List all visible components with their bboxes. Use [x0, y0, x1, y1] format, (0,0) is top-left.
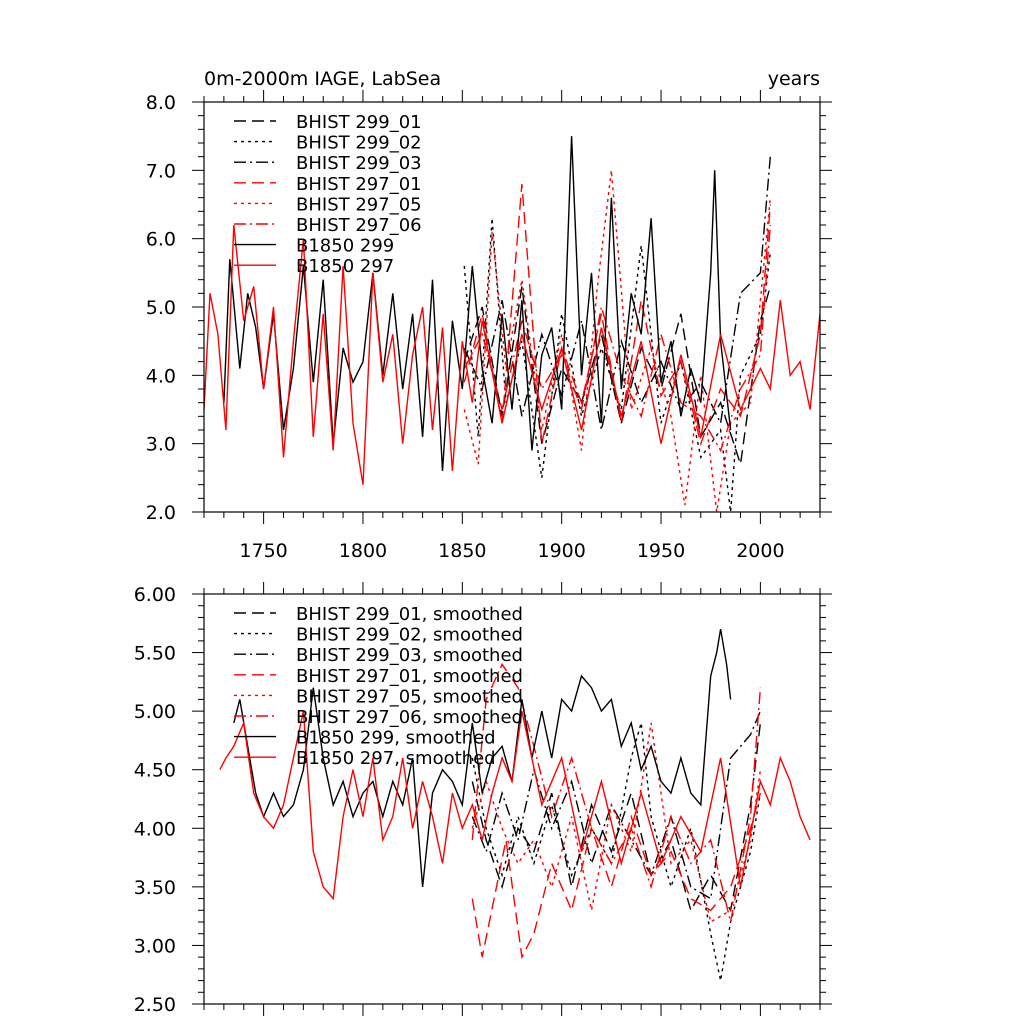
chart2-ytick-label: 4.50: [134, 760, 176, 782]
chart1-legend-label-6: BHIST 297_06: [296, 215, 422, 236]
chart1-xtick-label: 1750: [239, 540, 287, 562]
chart1-ytick-label: 3.0: [146, 434, 176, 456]
chart2-ytick-label: 3.00: [134, 935, 176, 957]
chart1-title-left: 0m-2000m IAGE, LabSea: [204, 68, 441, 90]
chart2-ytick-label: 5.00: [134, 701, 176, 723]
chart2-legend-label-7: B1850 299, smoothed: [296, 728, 496, 749]
chart2-panel: 2.50 3.00 3.50 4.00 4.50 5.00 5.50 6.00 BHIST 29…: [134, 582, 832, 1016]
chart1-panel: 1750 1800 1850 1900 1950 2000 2.0 3.0 4.0 5.0 6.0 7…: [146, 90, 832, 562]
chart1-legend-label-7: B1850 299: [296, 236, 394, 257]
chart2-legend-label-6: BHIST 297_06, smoothed: [296, 707, 523, 728]
chart2-legend-label-5: BHIST 297_05, smoothed: [296, 686, 523, 707]
chart2-ytick-label: 2.50: [134, 994, 176, 1016]
chart1-ytick-label: 6.0: [146, 229, 176, 251]
chart1-series-1-line: [463, 286, 771, 465]
chart2-series-7-line: [233, 628, 732, 887]
chart1-xtick-label: 1850: [438, 540, 486, 562]
chart2-legend-label-2: BHIST 299_02, smoothed: [296, 625, 523, 646]
chart2-series-3-line: [471, 710, 762, 900]
chart2-plot-frame: [203, 593, 821, 1005]
chart1-ytick-label: 4.0: [146, 365, 176, 387]
chart2-ytick-label: 6.00: [134, 584, 176, 606]
chart1-legend-label-2: BHIST 299_02: [296, 133, 422, 154]
chart1-ytick-label: 5.0: [146, 297, 176, 319]
chart1-xtick-label: 1950: [637, 540, 685, 562]
chart1-legend-label-4: BHIST 297_01: [296, 174, 422, 195]
chart1-legend-label-1: BHIST 299_01: [296, 112, 422, 133]
chart2-legend-label-4: BHIST 297_01, smoothed: [296, 666, 523, 687]
chart2-series-8-line: [219, 710, 811, 901]
chart2-ytick-label: 4.00: [134, 818, 176, 840]
chart2-ytick-label: 3.50: [134, 877, 176, 899]
chart1-legend-label-5: BHIST 297_05: [296, 194, 422, 215]
chart1-legend-label-8: B1850 297: [296, 256, 394, 277]
chart2-legend-label-1: BHIST 299_01, smoothed: [296, 604, 523, 625]
chart1-ytick-label: 7.0: [146, 160, 176, 182]
chart1-xtick-label: 2000: [736, 540, 784, 562]
chart1-series-6-line: [463, 224, 771, 453]
chart2-series-1-line: [471, 722, 762, 913]
chart2-series-5-line: [471, 722, 762, 924]
chart1-title-right: years: [768, 68, 820, 90]
chart1-xtick-label: 1900: [537, 540, 585, 562]
chart1-series-5-line: [463, 170, 771, 512]
chart1-ytick-label: 2.0: [146, 502, 176, 524]
chart2-legend-label-3: BHIST 299_03, smoothed: [296, 645, 523, 666]
chart1-xtick-label: 1800: [339, 540, 387, 562]
chart1-series-8-line: [204, 224, 820, 485]
chart1-series-7-line: [223, 136, 732, 472]
chart1-legend-label-3: BHIST 299_03: [296, 153, 422, 174]
chart2-ytick-label: 5.50: [134, 643, 176, 665]
chart2-series-6-line: [471, 662, 762, 923]
chart2-series-4-line: [471, 792, 762, 960]
chart1-ytick-label: 8.0: [146, 92, 176, 114]
chart2-legend-label-8: B1850 297, smoothed: [296, 748, 496, 769]
